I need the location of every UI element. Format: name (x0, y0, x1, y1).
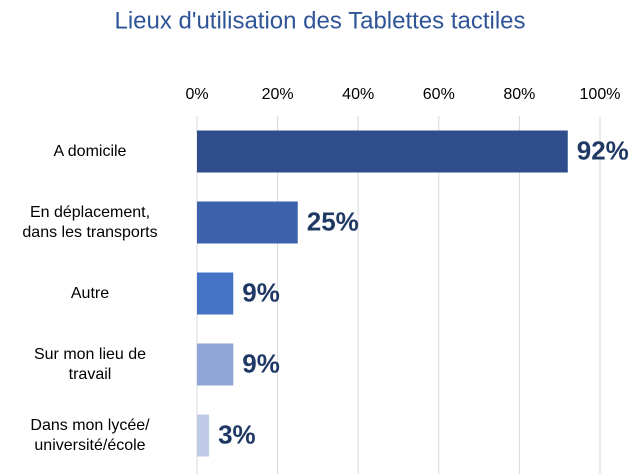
x-tick-label: 60% (423, 86, 455, 103)
chart-title: Lieux d'utilisation des Tablettes tactil… (114, 7, 525, 34)
value-label: 3% (218, 419, 256, 449)
bar (197, 414, 210, 457)
x-tick-label: 0% (185, 86, 208, 103)
category-label: Dans mon lycée/ université/école (30, 416, 150, 454)
x-tick-label: 80% (503, 86, 535, 103)
bar (197, 272, 234, 315)
value-label: 9% (242, 277, 280, 307)
category-label: En déplacement, dans les transports (22, 203, 158, 241)
category-label: A domicile (53, 142, 127, 160)
category-label: Sur mon lieu de travail (33, 345, 147, 383)
x-tick-label: 100% (580, 86, 621, 103)
value-label: 9% (242, 348, 280, 378)
bar (197, 201, 298, 244)
bar (197, 130, 568, 173)
value-label: 92% (577, 135, 629, 165)
x-tick-label: 40% (342, 86, 374, 103)
value-label: 25% (307, 206, 359, 236)
x-tick-label: 20% (262, 86, 294, 103)
category-label: Autre (70, 284, 110, 302)
bar (197, 343, 234, 386)
